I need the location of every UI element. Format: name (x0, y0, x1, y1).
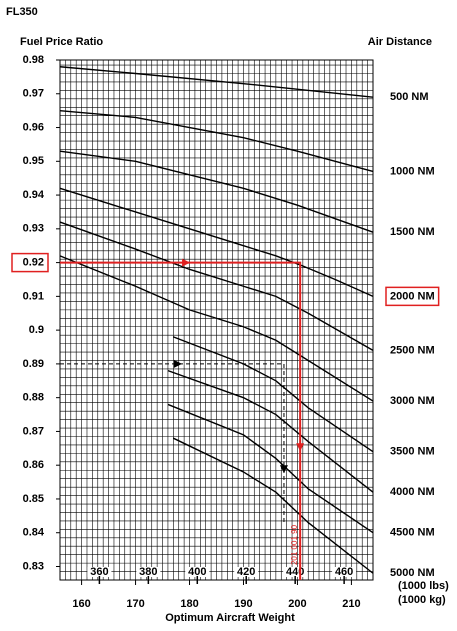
y-axis-title: Fuel Price Ratio (20, 36, 103, 48)
arrow-head (279, 465, 288, 474)
chart-title: FL350 (6, 6, 38, 18)
series-line (59, 221, 374, 351)
series-line (59, 66, 374, 98)
series-label: 4000 NM (390, 486, 435, 498)
x2-label-bg (234, 567, 259, 577)
figure-id: 201 001 90 (290, 524, 299, 565)
y-tick-label: 0.96 (23, 121, 44, 133)
series-label: 1500 NM (390, 226, 435, 238)
series-label: 2500 NM (390, 344, 435, 356)
y-tick-label: 0.93 (23, 223, 44, 235)
x-tick-label: 180 (180, 598, 198, 610)
arrow-head (173, 359, 182, 368)
x2-label-bg (283, 567, 308, 577)
y-tick-label: 0.86 (23, 459, 44, 471)
series-line (167, 403, 374, 534)
y-tick-label: 0.83 (23, 560, 44, 572)
x2-label-bg (136, 567, 161, 577)
series-line (167, 369, 374, 493)
x2-unit-label: (1000 kg) (398, 594, 446, 606)
y-tick-label: 0.9 (29, 324, 44, 336)
y-tick-label: 0.92 (23, 257, 44, 269)
x-tick-label: 200 (288, 598, 306, 610)
x-tick-label: 160 (72, 598, 90, 610)
x-tick-label: 210 (342, 598, 360, 610)
x2-label-bg (332, 567, 357, 577)
series-line (59, 255, 374, 402)
x2-tick-label: 380 (139, 566, 157, 578)
x2-label-bg (87, 567, 112, 577)
x2-label-bg (185, 567, 210, 577)
x-tick-label: 170 (126, 598, 144, 610)
y-tick-label: 0.98 (23, 54, 44, 66)
annotation-path (60, 363, 285, 523)
series-label: 500 NM (390, 91, 429, 103)
arrow-head (182, 258, 191, 267)
arrow-head (296, 443, 305, 452)
y-tick-label: 0.84 (23, 527, 45, 539)
legend-title: Air Distance (368, 36, 432, 48)
series-line (59, 187, 374, 298)
series-label: 3000 NM (390, 395, 435, 407)
x2-tick-label: 420 (237, 566, 255, 578)
x-tick-label: 190 (234, 598, 252, 610)
series-line (173, 437, 374, 574)
series-line (59, 109, 374, 173)
series-line (59, 150, 374, 233)
y-tick-label: 0.91 (23, 290, 44, 302)
x2-tick-label: 400 (188, 566, 206, 578)
plot-frame (59, 59, 374, 581)
series-label: 2000 NM (390, 290, 435, 302)
annotation-path (60, 261, 302, 580)
y-tick-label: 0.94 (23, 189, 45, 201)
x-unit-label: (1000 lbs) (398, 580, 449, 592)
y-tick-label: 0.89 (23, 358, 44, 370)
series-label: 3500 NM (390, 446, 435, 458)
highlight-box (385, 286, 440, 307)
y-tick-label: 0.95 (23, 155, 44, 167)
series-label: 5000 NM (390, 567, 435, 579)
series-label: 4500 NM (390, 527, 435, 539)
x2-tick-label: 460 (335, 566, 353, 578)
x2-tick-label: 360 (90, 566, 108, 578)
y-tick-label: 0.87 (23, 425, 44, 437)
y-tick-label: 0.85 (23, 493, 44, 505)
y-tick-label: 0.88 (23, 392, 44, 404)
y-tick-label: 0.97 (23, 88, 44, 100)
highlight-box (11, 252, 49, 273)
series-line (173, 336, 374, 453)
x-axis-title: Optimum Aircraft Weight (165, 612, 295, 624)
series-label: 1000 NM (390, 165, 435, 177)
